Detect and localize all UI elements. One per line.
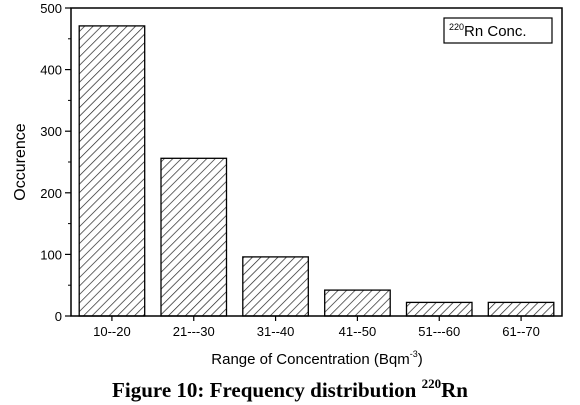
svg-text:220Rn Conc.: 220Rn Conc. (449, 22, 527, 40)
legend-superscript: 220 (449, 22, 464, 32)
bar (78, 25, 146, 317)
x-tick-label: 51---60 (418, 324, 460, 339)
y-tick-label: 500 (40, 1, 62, 16)
caption-superscript: 220 (421, 376, 442, 391)
x-axis: 10--20 21---30 31--40 41--50 51---60 61--70 (93, 316, 540, 339)
x-axis-label: Range of Concentration (Bqm (211, 351, 409, 368)
y-tick-label: 300 (40, 124, 62, 139)
bar (160, 157, 228, 317)
x-axis-label-suffix: ) (418, 351, 423, 368)
x-axis-label-superscript: -3 (410, 349, 418, 359)
svg-text:Range of Concentration (Bqm-3): Range of Concentration (Bqm-3) (211, 349, 422, 368)
y-axis: 0 100 200 300 400 500 (40, 1, 71, 324)
bar (405, 301, 473, 317)
x-tick-label: 61--70 (502, 324, 540, 339)
caption-suffix: Rn (441, 378, 468, 402)
bar (487, 301, 555, 317)
caption-text: Figure 10: Frequency distribution (112, 378, 422, 402)
x-tick-label: 10--20 (93, 324, 131, 339)
y-axis-label: Occurence (12, 123, 29, 200)
y-tick-label: 100 (40, 247, 62, 262)
bar-chart: 0 100 200 300 400 500 10--20 21---30 31--40 41--… (12, 1, 563, 368)
x-tick-label: 31--40 (257, 324, 295, 339)
bars-group (78, 25, 555, 317)
x-tick-label: 21---30 (173, 324, 215, 339)
legend-label: Rn Conc. (464, 23, 527, 40)
x-tick-label: 41--50 (339, 324, 377, 339)
bar (242, 256, 309, 317)
legend: 220Rn Conc. (443, 17, 553, 44)
bar (324, 289, 391, 317)
figure-caption: Figure 10: Frequency distribution 220Rn (0, 376, 580, 403)
y-tick-label: 400 (40, 63, 62, 78)
y-tick-label: 200 (40, 186, 62, 201)
y-tick-label: 0 (55, 309, 62, 324)
legend-box (443, 17, 553, 44)
